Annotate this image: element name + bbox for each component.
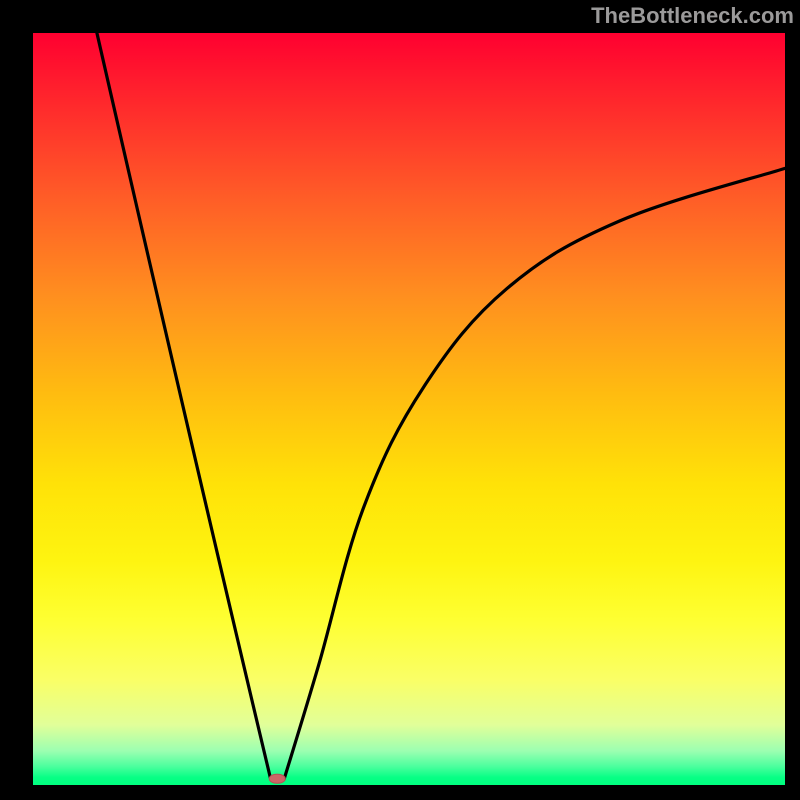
minimum-marker [269, 774, 286, 785]
chart-container: TheBottleneck.com [0, 0, 800, 800]
plot-area [33, 33, 785, 785]
curve-right-branch [284, 168, 785, 779]
curve-svg [33, 33, 785, 785]
curve-left-branch [97, 33, 271, 779]
watermark-text: TheBottleneck.com [591, 3, 794, 29]
